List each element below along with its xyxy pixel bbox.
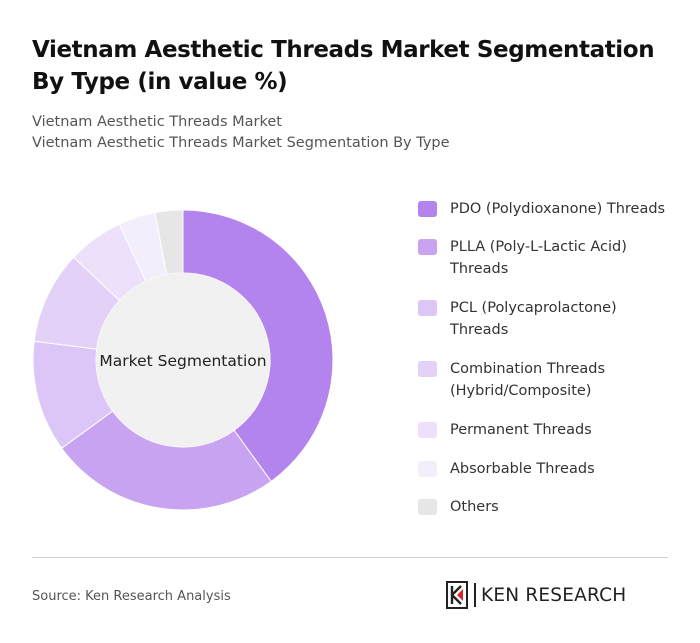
ken-research-logo-icon — [446, 581, 468, 609]
legend-swatch — [418, 461, 437, 477]
legend-item-6: Absorbable Threads — [418, 458, 675, 480]
chart-subtitle: Vietnam Aesthetic Threads Market Vietnam… — [32, 112, 672, 154]
chart-title: Vietnam Aesthetic Threads Market Segment… — [32, 37, 655, 95]
donut-center-label: Market Segmentation — [99, 352, 266, 370]
legend-item-5: Permanent Threads — [418, 419, 675, 441]
footer-divider — [32, 557, 668, 558]
legend-swatch — [418, 499, 437, 515]
legend-item-2: PLLA (Poly-L-Lactic Acid) Threads — [418, 236, 675, 280]
subtitle-line-segmentation: Vietnam Aesthetic Threads Market Segment… — [32, 135, 450, 151]
legend-item-3: PCL (Polycaprolactone) Threads — [418, 297, 675, 341]
legend-swatch — [418, 201, 437, 217]
brand-separator — [474, 583, 476, 607]
legend-swatch — [418, 361, 437, 377]
donut-chart: Market Segmentation — [28, 205, 338, 515]
legend-label: Permanent Threads — [450, 422, 592, 438]
legend-swatch — [418, 300, 437, 316]
donut-center — [96, 273, 270, 447]
subtitle-line-market: Vietnam Aesthetic Threads Market — [32, 114, 282, 130]
donut-chart-svg: Market Segmentation — [32, 209, 334, 511]
brand-logo: KEN RESEARCH — [446, 580, 626, 610]
source-note: Source: Ken Research Analysis — [32, 589, 231, 604]
legend-label: Combination Threads (Hybrid/Composite) — [450, 361, 606, 399]
legend-item-4: Combination Threads (Hybrid/Composite) — [418, 358, 675, 402]
legend-swatch — [418, 239, 437, 255]
legend-label: PDO (Polydioxanone) Threads — [450, 201, 666, 217]
legend-label: Absorbable Threads — [450, 461, 595, 477]
brand-name: KEN RESEARCH — [481, 584, 627, 606]
legend-label: Others — [450, 499, 499, 515]
legend-label: PLLA (Poly-L-Lactic Acid) Threads — [450, 239, 627, 277]
legend-swatch — [418, 422, 437, 438]
legend-item-7: Others — [418, 496, 675, 518]
legend-label: PCL (Polycaprolactone) Threads — [450, 300, 617, 338]
legend-item-1: PDO (Polydioxanone) Threads — [418, 198, 675, 220]
